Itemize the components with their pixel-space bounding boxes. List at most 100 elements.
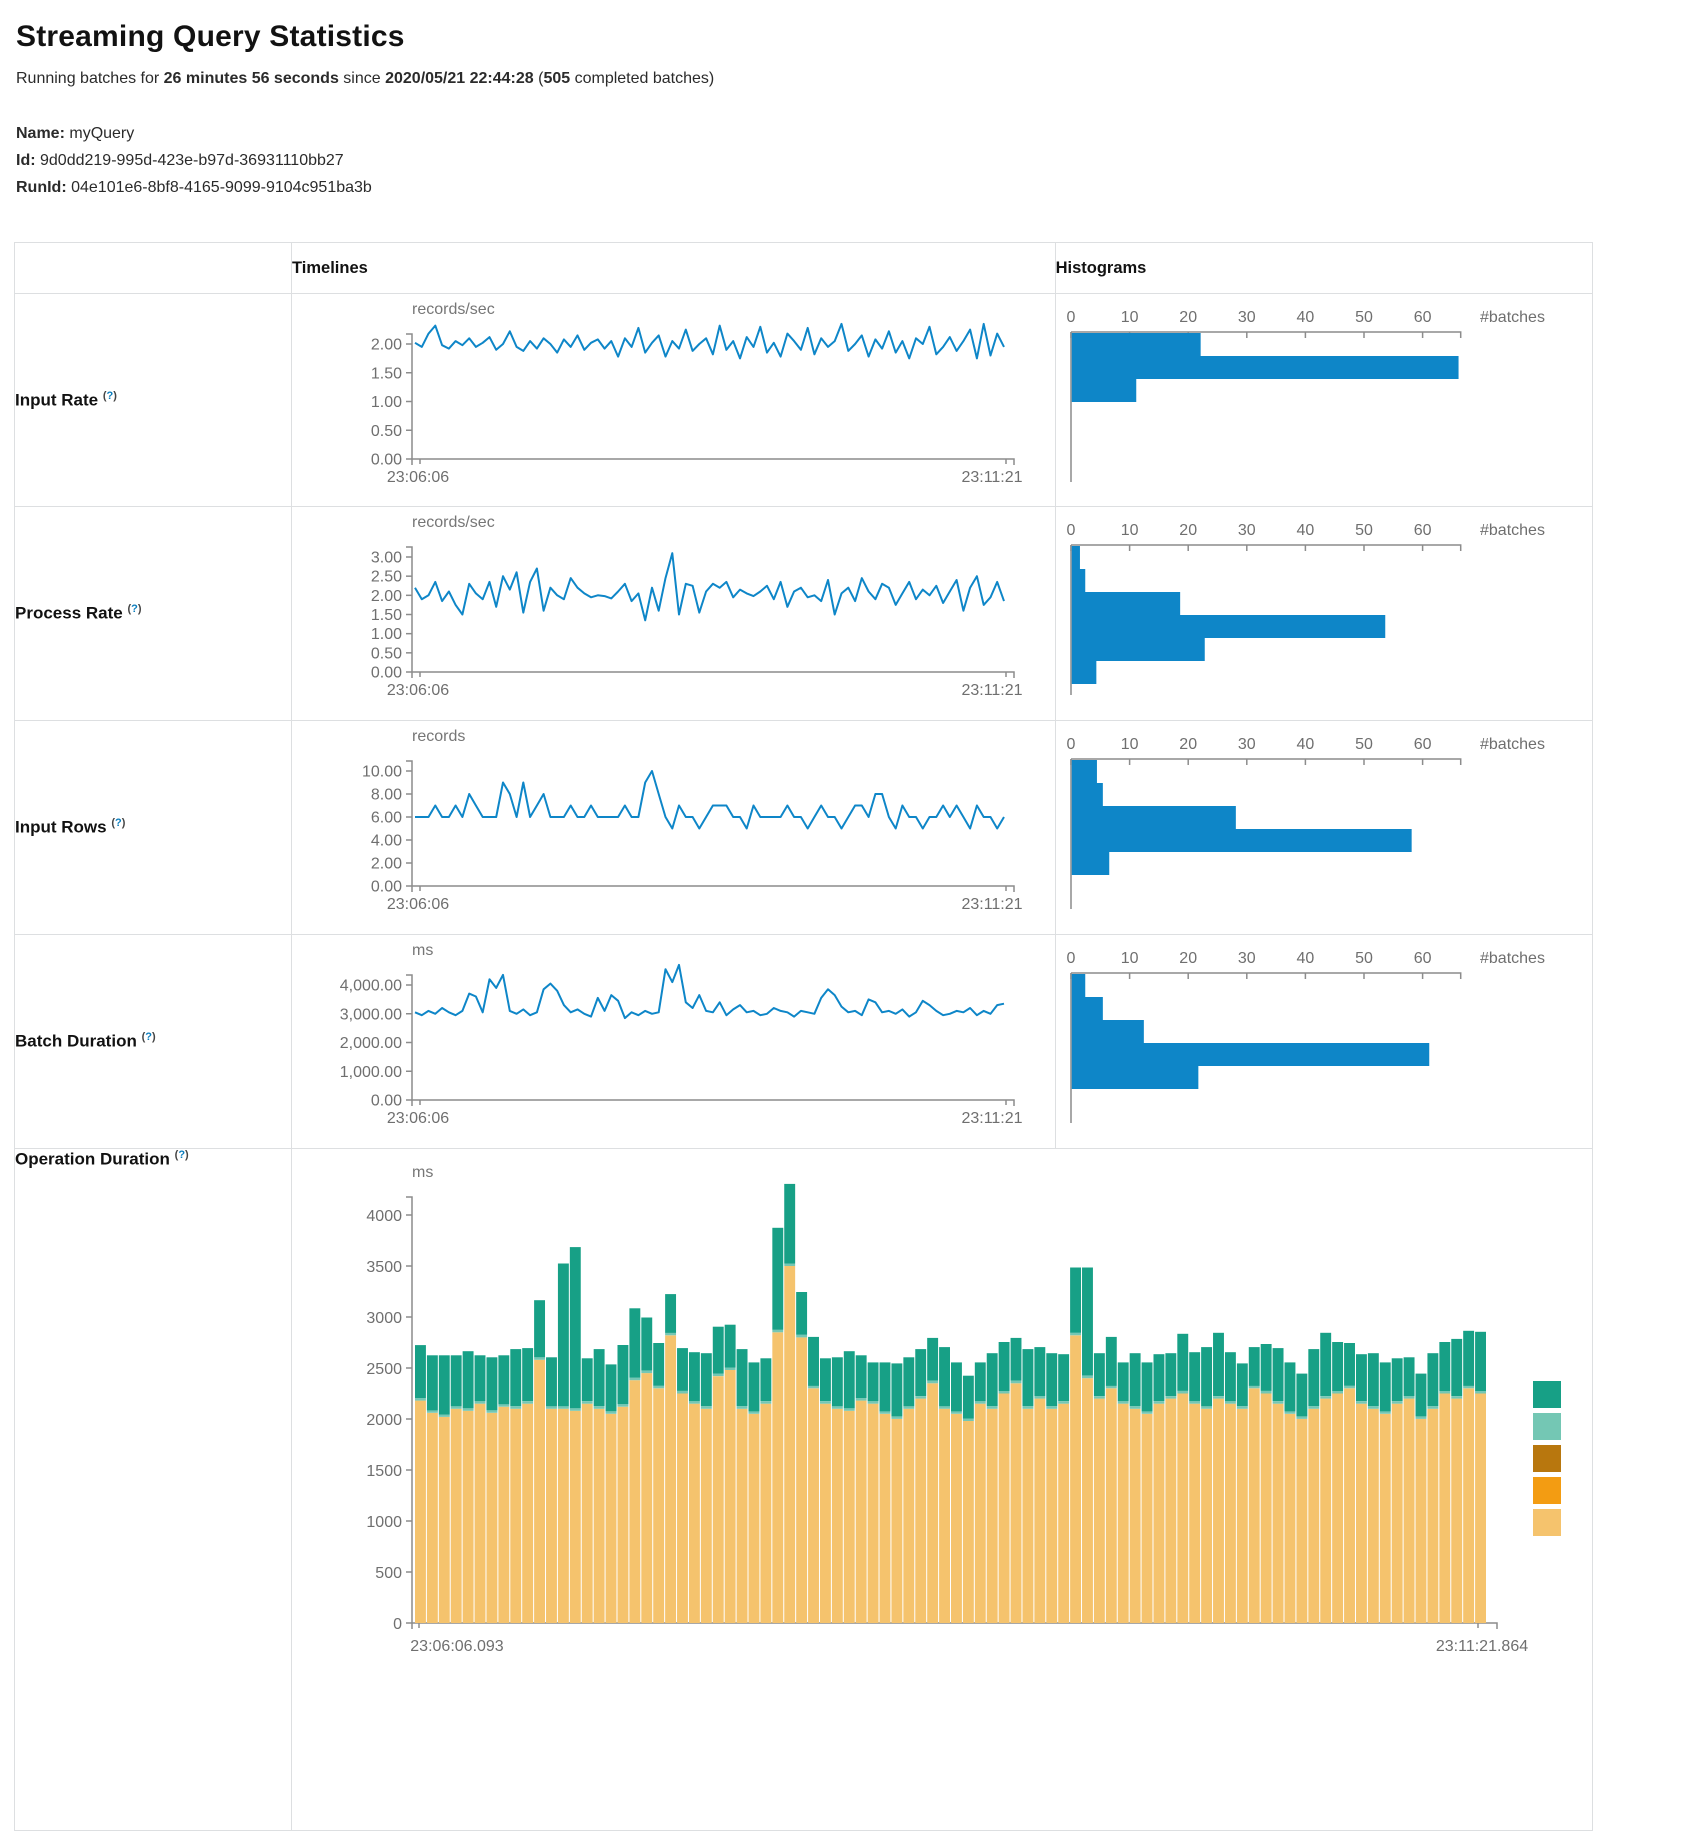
svg-text:0: 0 — [1066, 522, 1075, 539]
svg-text:#batches: #batches — [1480, 522, 1545, 539]
histograms-column-header: Histograms — [1054, 242, 1594, 294]
svg-text:30: 30 — [1237, 736, 1255, 753]
operation-duration-label-cell: Operation Duration (?) — [14, 1148, 292, 1831]
svg-text:0.00: 0.00 — [371, 665, 402, 682]
svg-text:2,000.00: 2,000.00 — [340, 1035, 402, 1052]
statistics-table: Timelines Histograms Input Rate (?) reco… — [14, 242, 1594, 1831]
query-name-row: Name: myQuery — [16, 120, 1693, 147]
query-runid-label: RunId: — [16, 179, 67, 196]
svg-text:0: 0 — [393, 1616, 402, 1633]
process-rate-tooltip-icon[interactable]: (?) — [127, 603, 142, 616]
process-rate-timeline-chart: records/sec 0.00 0.50 1.00 1.50 2.00 2.50 3.00 2… — [371, 514, 1023, 699]
running-duration: 26 minutes 56 seconds — [163, 70, 339, 87]
query-name-value: myQuery — [69, 125, 135, 142]
svg-text:23:11:21: 23:11:21 — [961, 896, 1022, 913]
svg-text:records: records — [412, 728, 465, 745]
query-id-label: Id: — [16, 152, 36, 169]
input-rows-timeline-cell: records 0.00 2.00 4.00 6.00 8.00 10.00 23:06:06… — [291, 720, 1056, 935]
svg-text:#batches: #batches — [1480, 736, 1545, 753]
batch-duration-tooltip-icon[interactable]: (?) — [141, 1031, 156, 1044]
svg-text:40: 40 — [1296, 309, 1314, 326]
running-summary: Running batches for 26 minutes 56 second… — [16, 70, 1693, 88]
svg-text:0.50: 0.50 — [371, 645, 402, 662]
svg-text:10: 10 — [1120, 522, 1138, 539]
page-title: Streaming Query Statistics — [16, 20, 405, 53]
svg-text:0: 0 — [1066, 736, 1075, 753]
table-header-row: Timelines Histograms — [14, 242, 1594, 294]
svg-text:23:06:06: 23:06:06 — [387, 896, 449, 913]
operation-duration-chart-cell: ms 0 500 1000 1500 2000 2500 3000 3500 4000 23:06:… — [291, 1148, 1593, 1831]
svg-text:ms: ms — [412, 942, 433, 959]
svg-text:20: 20 — [1179, 309, 1197, 326]
svg-text:1500: 1500 — [366, 1463, 402, 1480]
operation-duration-legend-swatch — [1533, 1509, 1561, 1536]
svg-text:23:11:21: 23:11:21 — [961, 682, 1022, 699]
svg-text:0.00: 0.00 — [371, 452, 402, 469]
svg-text:3500: 3500 — [366, 1259, 402, 1276]
svg-text:0.50: 0.50 — [371, 423, 402, 440]
svg-text:3.00: 3.00 — [371, 550, 402, 567]
query-meta: Name: myQuery Id: 9d0dd219-995d-423e-b97… — [16, 120, 1693, 201]
svg-text:23:06:06: 23:06:06 — [387, 469, 449, 486]
batch-duration-timeline-cell: ms 0.00 1,000.00 2,000.00 3,000.00 4,000.00 23… — [291, 934, 1056, 1149]
empty-header-cell — [14, 242, 292, 294]
input-rate-row: Input Rate (?) records/sec 0.00 0.50 1.00 1.… — [14, 293, 1594, 507]
svg-text:3,000.00: 3,000.00 — [340, 1006, 402, 1023]
query-id-row: Id: 9d0dd219-995d-423e-b97d-36931110bb27 — [16, 147, 1693, 174]
input-rate-timeline-cell: records/sec 0.00 0.50 1.00 1.50 2.00 23:06:06 2… — [291, 293, 1056, 507]
svg-text:30: 30 — [1237, 522, 1255, 539]
svg-text:23:06:06: 23:06:06 — [387, 1110, 449, 1127]
input-rate-timeline-chart: records/sec 0.00 0.50 1.00 1.50 2.00 23:06:06 2… — [371, 301, 1023, 486]
batch-duration-histogram-cell: 0 10 20 30 40 50 60 #batches — [1054, 934, 1594, 1149]
svg-text:10: 10 — [1120, 950, 1138, 967]
svg-text:60: 60 — [1413, 522, 1431, 539]
svg-text:10: 10 — [1120, 736, 1138, 753]
svg-text:23:06:06.093: 23:06:06.093 — [410, 1638, 504, 1655]
svg-text:10: 10 — [1120, 309, 1138, 326]
input-rate-tooltip-icon[interactable]: (?) — [102, 389, 117, 402]
batch-duration-label: Batch Duration — [15, 1031, 137, 1051]
operation-duration-legend-swatch — [1533, 1381, 1561, 1408]
svg-text:0: 0 — [1066, 309, 1075, 326]
input-rows-timeline-chart: records 0.00 2.00 4.00 6.00 8.00 10.00 23:06:06… — [362, 728, 1023, 913]
input-rate-label: Input Rate — [15, 390, 99, 410]
process-rate-histogram-chart: 0 10 20 30 40 50 60 #batches — [1066, 522, 1545, 695]
svg-text:20: 20 — [1179, 950, 1197, 967]
svg-text:8.00: 8.00 — [371, 787, 402, 804]
input-rate-histogram-cell: 0 10 20 30 40 50 60 #batches — [1054, 293, 1594, 507]
svg-text:1.00: 1.00 — [371, 626, 402, 643]
query-runid-row: RunId: 04e101e6-8bf8-4165-9099-9104c951b… — [16, 174, 1693, 201]
svg-text:20: 20 — [1179, 522, 1197, 539]
batch-duration-label-cell: Batch Duration (?) — [14, 934, 292, 1149]
svg-text:ms: ms — [412, 1164, 433, 1181]
svg-text:60: 60 — [1413, 309, 1431, 326]
operation-duration-row: Operation Duration (?) ms 0 500 1000 1500 200… — [14, 1148, 1593, 1831]
batch-duration-histogram-chart: 0 10 20 30 40 50 60 #batches — [1066, 950, 1545, 1123]
input-rate-histogram-chart: 0 10 20 30 40 50 60 #batches — [1066, 309, 1545, 482]
svg-text:2500: 2500 — [366, 1361, 402, 1378]
process-rate-timeline-cell: records/sec 0.00 0.50 1.00 1.50 2.00 2.50 3.00 2… — [291, 506, 1056, 721]
svg-text:2.00: 2.00 — [371, 337, 402, 354]
input-rate-label-cell: Input Rate (?) — [14, 293, 292, 507]
operation-duration-tooltip-icon[interactable]: (?) — [174, 1149, 189, 1161]
running-start-time: 2020/05/21 22:44:28 — [385, 70, 534, 87]
svg-text:6.00: 6.00 — [371, 810, 402, 827]
input-rows-tooltip-icon[interactable]: (?) — [111, 817, 126, 830]
svg-text:23:11:21.864: 23:11:21.864 — [1436, 1638, 1528, 1655]
svg-text:2000: 2000 — [366, 1412, 402, 1429]
svg-text:23:11:21: 23:11:21 — [961, 469, 1022, 486]
svg-text:23:11:21: 23:11:21 — [961, 1110, 1022, 1127]
running-prefix: Running batches for — [16, 70, 164, 87]
input-rows-label: Input Rows — [15, 817, 107, 837]
query-name-label: Name: — [16, 125, 65, 142]
svg-text:50: 50 — [1355, 522, 1373, 539]
svg-text:0.00: 0.00 — [371, 1093, 402, 1110]
running-suffix: completed batches) — [570, 70, 715, 87]
svg-text:4000: 4000 — [366, 1208, 402, 1225]
svg-text:4.00: 4.00 — [371, 833, 402, 850]
svg-text:0.00: 0.00 — [371, 879, 402, 896]
timelines-column-header: Timelines — [291, 242, 1056, 294]
operation-duration-legend-swatch — [1533, 1477, 1561, 1504]
svg-text:60: 60 — [1413, 736, 1431, 753]
svg-text:1.00: 1.00 — [371, 394, 402, 411]
